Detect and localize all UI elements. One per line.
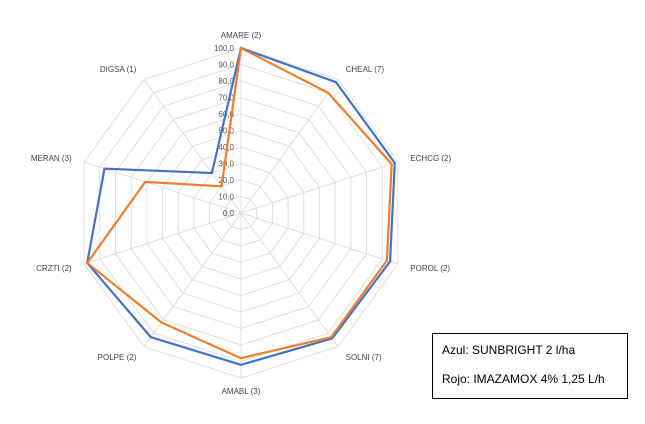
tick-label: 90,0 [218, 61, 234, 70]
spoke-6 [143, 212, 242, 347]
series-line-blue [86, 46, 396, 366]
spoke-7 [83, 212, 242, 265]
tick-label: 30,0 [218, 160, 234, 169]
category-label: DIGSA (1) [100, 65, 137, 74]
category-label: ECHCG (2) [410, 154, 451, 163]
category-label: AMARE (2) [221, 31, 262, 40]
spoke-3 [240, 212, 399, 265]
category-label: AMABL (3) [222, 387, 261, 396]
category-label: CHEAL (7) [346, 65, 385, 74]
tick-label: 10,0 [218, 193, 234, 202]
series-lines [85, 46, 396, 366]
category-label: POROL (2) [410, 264, 450, 273]
spoke-9 [143, 79, 242, 214]
category-label: POLPE (2) [98, 353, 137, 362]
tick-label: 0,0 [223, 209, 235, 218]
legend-box: Azul: SUNBRIGHT 2 l/ha Rojo: IMAZAMOX 4%… [432, 333, 628, 399]
spoke-1 [240, 79, 339, 214]
category-label: CRZTI (2) [36, 264, 72, 273]
spoke-8 [83, 161, 242, 214]
tick-label: 50,0 [218, 127, 234, 136]
legend-entry-blue: Azul: SUNBRIGHT 2 l/ha [442, 343, 576, 357]
category-labels: AMARE (2) CHEAL (7) ECHCG (2) POROL (2) SOLN… [31, 31, 452, 396]
tick-label: 70,0 [218, 94, 234, 103]
tick-label: 20,0 [218, 176, 234, 185]
spoke-4 [240, 212, 339, 347]
tick-label: 80,0 [218, 77, 234, 86]
category-label: SOLNI (7) [346, 353, 382, 362]
radar-spokes [83, 48, 399, 378]
tick-label: 100,0 [214, 44, 235, 53]
spoke-2 [240, 161, 399, 214]
category-label: MERAN (3) [31, 154, 72, 163]
legend-entry-orange: Rojo: IMAZAMOX 4% 1,25 L/h [442, 372, 605, 386]
series-line-orange [85, 46, 393, 360]
